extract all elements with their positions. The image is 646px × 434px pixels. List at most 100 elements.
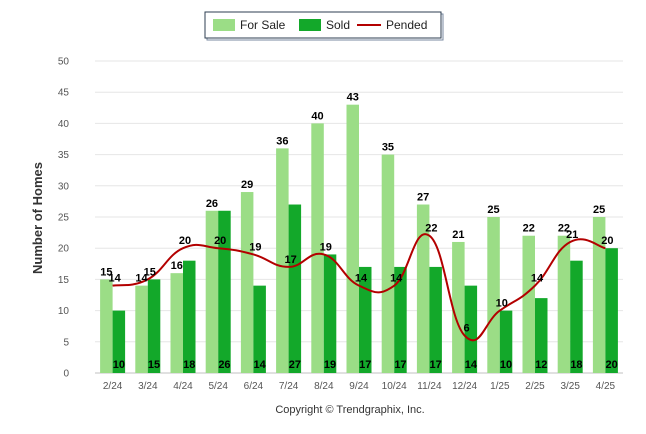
bar-sold [359,266,372,373]
bar-for-sale [100,279,113,373]
data-label-sold: 17 [430,359,442,371]
data-label-for-sale: 25 [593,204,605,216]
data-label-pended: 14 [390,273,403,285]
bar-sold [323,254,337,373]
data-label-pended: 14 [108,273,121,285]
y-tick-label: 45 [58,88,70,99]
bar-sold [429,266,442,373]
data-label-pended: 20 [179,235,191,247]
x-tick-label: 2/25 [525,381,545,392]
data-label-pended: 6 [464,323,470,335]
x-tick-label: 10/24 [382,381,407,392]
data-label-for-sale: 29 [241,179,253,191]
legend-label-for-sale: For Sale [240,18,286,32]
x-tick-label: 3/24 [138,381,158,392]
data-label-sold: 17 [359,359,371,371]
x-tick-label: 6/24 [244,381,264,392]
data-label-sold: 19 [324,359,336,371]
data-label-pended: 21 [566,229,578,241]
legend-swatch-for-sale [213,19,235,31]
bar-sold [112,310,126,373]
data-label-sold: 27 [289,359,301,371]
legend-label-pended: Pended [386,18,427,32]
y-tick-label: 15 [58,275,70,286]
data-label-pended: 19 [249,241,261,253]
pended-line [112,233,606,342]
y-axis-title: Number of Homes [30,162,45,274]
bar-for-sale [452,241,465,373]
bar-sold [570,260,583,373]
data-label-for-sale: 22 [558,223,570,235]
y-tick-label: 35 [58,150,70,161]
data-label-for-sale: 27 [417,192,429,204]
data-label-for-sale: 26 [206,198,218,210]
data-label-sold: 12 [535,359,547,371]
x-tick-label: 8/24 [314,381,334,392]
bar-for-sale [416,204,430,373]
y-tick-label: 5 [63,337,69,348]
data-label-sold: 18 [570,359,582,371]
data-label-pended: 17 [284,254,296,266]
y-tick-label: 20 [58,244,70,255]
data-label-sold: 15 [148,359,160,371]
data-label-for-sale: 15 [100,266,112,278]
copyright-text: Copyright © Trendgraphix, Inc. [275,404,424,416]
legend-frame [204,11,442,39]
bar-sold [288,204,302,373]
bar-for-sale [240,192,254,373]
data-labels: 1510141516182626291436274019431735172717… [100,92,618,371]
bar-for-sale [276,148,289,373]
y-tick-label: 0 [63,369,69,380]
x-tick-label: 7/24 [279,381,299,392]
data-label-for-sale: 16 [171,260,183,272]
data-label-sold: 10 [113,359,125,371]
bar-for-sale [205,210,219,373]
y-tick-label: 50 [58,57,70,68]
bar-sold [147,279,161,373]
bars [100,104,618,374]
x-tick-label: 1/25 [490,381,510,392]
data-label-for-sale: 40 [311,110,323,122]
data-label-pended: 14 [355,273,368,285]
data-label-for-sale: 35 [382,142,394,154]
x-axis-ticks: 2/24 3/24 4/24 5/24 6/24 7/24 8/24 9/24 10/24 11/… [103,381,616,392]
data-label-pended: 20 [601,235,613,247]
x-tick-label: 5/24 [208,381,228,392]
bar-for-sale [592,217,606,373]
data-label-sold: 14 [465,359,478,371]
bar-for-sale [135,285,148,373]
data-label-for-sale: 21 [452,229,464,241]
data-label-sold: 17 [394,359,406,371]
x-tick-label: 3/25 [560,381,580,392]
x-tick-label: 12/24 [452,381,477,392]
data-label-sold: 18 [183,359,195,371]
data-label-pended: 19 [320,241,332,253]
x-tick-label: 11/24 [417,381,442,392]
bar-sold [183,260,196,373]
y-tick-label: 40 [58,119,70,130]
pended-line-group [112,233,606,342]
x-tick-label: 4/25 [596,381,616,392]
y-tick-label: 10 [58,306,70,317]
x-tick-label: 2/24 [103,381,123,392]
data-label-sold: 20 [606,359,618,371]
y-tick-label: 25 [58,213,70,224]
x-tick-label: 9/24 [349,381,369,392]
bar-sold [394,266,407,373]
data-label-for-sale: 14 [135,273,148,285]
y-axis-ticks: 0 5 10 15 20 25 30 35 40 45 50 [58,57,70,380]
data-label-for-sale: 25 [487,204,499,216]
data-label-pended: 14 [531,273,544,285]
x-tick-label: 4/24 [173,381,193,392]
bar-for-sale [381,154,395,373]
bar-sold [605,248,618,373]
data-label-pended: 15 [144,266,156,278]
data-label-sold: 26 [218,359,230,371]
bar-sold [218,210,231,373]
bar-for-sale [311,123,324,374]
bar-for-sale [346,104,359,374]
legend-swatch-sold [299,19,321,31]
data-label-for-sale: 22 [523,223,535,235]
data-label-for-sale: 36 [276,135,288,147]
